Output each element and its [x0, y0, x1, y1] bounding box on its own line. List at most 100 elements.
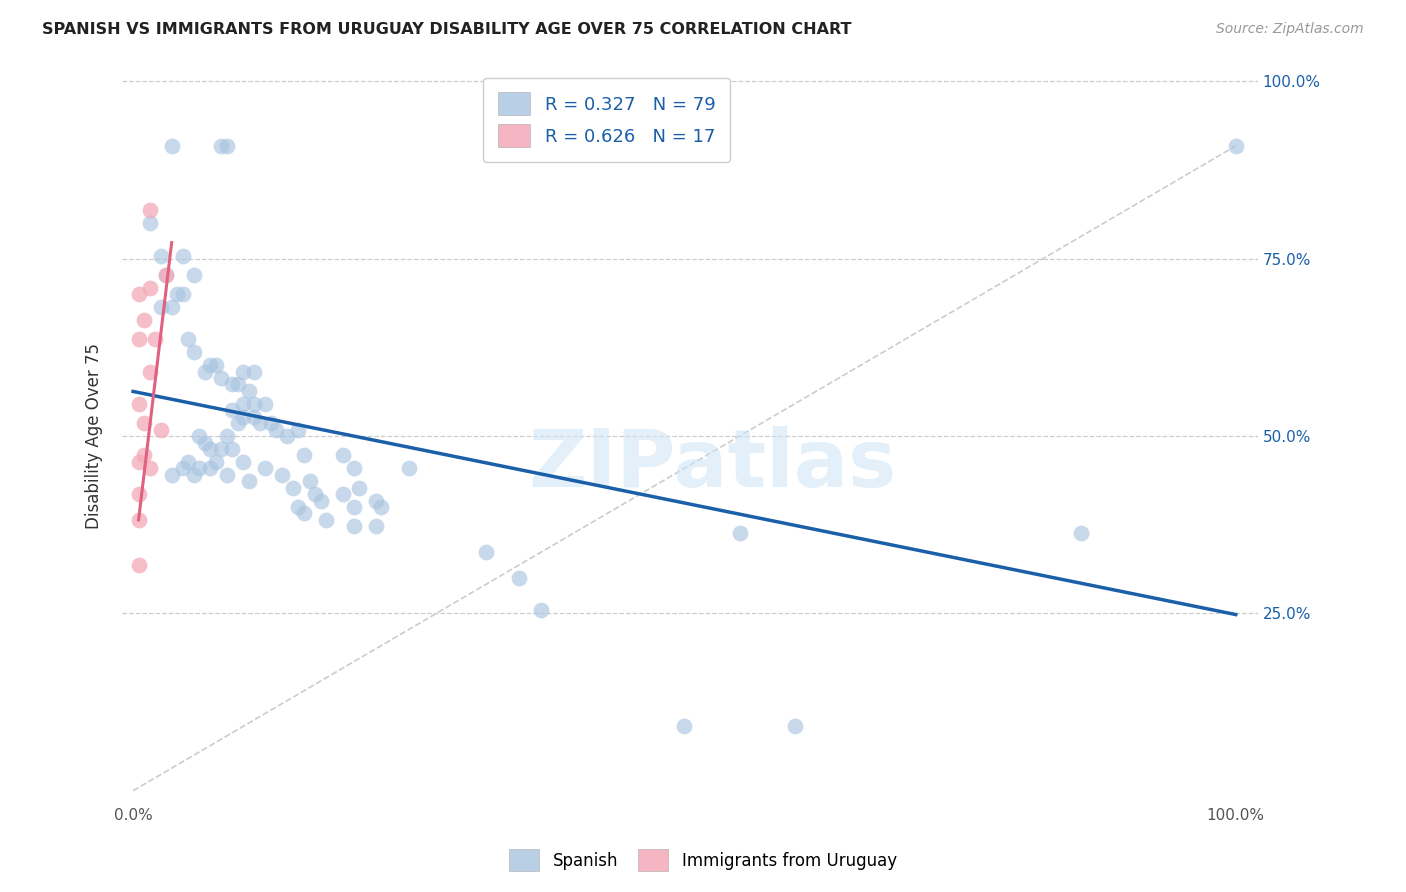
Point	[508, 571, 530, 585]
Point	[172, 461, 194, 475]
Point	[271, 467, 294, 482]
Point	[238, 474, 260, 488]
Point	[188, 429, 211, 443]
Point	[226, 377, 249, 392]
Point	[304, 487, 326, 501]
Point	[138, 216, 160, 230]
Point	[209, 139, 232, 153]
Point	[332, 487, 354, 501]
Point	[221, 403, 243, 417]
Point	[475, 545, 498, 559]
Point	[149, 300, 172, 314]
Text: ZIPatlas: ZIPatlas	[529, 426, 897, 505]
Point	[149, 423, 172, 437]
Point	[728, 525, 751, 540]
Point	[204, 358, 226, 372]
Point	[160, 300, 183, 314]
Point	[209, 442, 232, 456]
Point	[128, 455, 150, 469]
Point	[232, 365, 254, 379]
Point	[232, 409, 254, 424]
Point	[183, 467, 205, 482]
Point	[292, 449, 315, 463]
Point	[160, 139, 183, 153]
Text: Source: ZipAtlas.com: Source: ZipAtlas.com	[1216, 22, 1364, 37]
Point	[149, 248, 172, 262]
Legend: Spanish, Immigrants from Uruguay: Spanish, Immigrants from Uruguay	[501, 841, 905, 880]
Point	[298, 474, 321, 488]
Point	[315, 513, 337, 527]
Text: SPANISH VS IMMIGRANTS FROM URUGUAY DISABILITY AGE OVER 75 CORRELATION CHART: SPANISH VS IMMIGRANTS FROM URUGUAY DISAB…	[42, 22, 852, 37]
Point	[332, 449, 354, 463]
Point	[215, 467, 238, 482]
Point	[132, 416, 155, 430]
Point	[221, 377, 243, 392]
Point	[200, 358, 222, 372]
Point	[276, 429, 298, 443]
Point	[292, 507, 315, 521]
Point	[143, 332, 166, 346]
Point	[673, 719, 696, 733]
Point	[347, 481, 370, 495]
Point	[238, 384, 260, 398]
Point	[160, 467, 183, 482]
Point	[254, 397, 277, 411]
Point	[172, 248, 194, 262]
Point	[215, 429, 238, 443]
Point	[172, 287, 194, 301]
Point	[243, 365, 266, 379]
Point	[177, 455, 200, 469]
Point	[254, 461, 277, 475]
Point	[232, 455, 254, 469]
Legend: R = 0.327   N = 79, R = 0.626   N = 17: R = 0.327 N = 79, R = 0.626 N = 17	[484, 78, 730, 161]
Point	[266, 423, 288, 437]
Point	[281, 481, 304, 495]
Point	[209, 371, 232, 385]
Point	[204, 455, 226, 469]
Point	[200, 442, 222, 456]
Point	[128, 487, 150, 501]
Point	[226, 416, 249, 430]
Point	[200, 461, 222, 475]
Point	[783, 719, 806, 733]
Point	[155, 268, 177, 282]
Point	[188, 461, 211, 475]
Point	[128, 513, 150, 527]
Point	[183, 345, 205, 359]
Point	[132, 449, 155, 463]
Point	[128, 287, 150, 301]
Point	[364, 519, 387, 533]
Point	[138, 365, 160, 379]
Point	[343, 500, 366, 514]
Point	[138, 203, 160, 218]
Point	[215, 139, 238, 153]
Point	[287, 423, 309, 437]
Point	[309, 493, 332, 508]
Point	[243, 397, 266, 411]
Point	[194, 365, 217, 379]
Point	[128, 332, 150, 346]
Point	[155, 268, 177, 282]
Point	[221, 442, 243, 456]
Point	[260, 416, 283, 430]
Point	[232, 397, 254, 411]
Point	[343, 519, 366, 533]
Point	[287, 500, 309, 514]
Point	[1225, 139, 1247, 153]
Point	[128, 397, 150, 411]
Point	[183, 268, 205, 282]
Point	[398, 461, 420, 475]
Point	[370, 500, 392, 514]
Point	[128, 558, 150, 572]
Point	[1070, 525, 1092, 540]
Point	[243, 409, 266, 424]
Point	[249, 416, 271, 430]
Point	[530, 603, 553, 617]
Point	[132, 313, 155, 327]
Point	[177, 332, 200, 346]
Point	[343, 461, 366, 475]
Y-axis label: Disability Age Over 75: Disability Age Over 75	[86, 343, 103, 529]
Point	[364, 493, 387, 508]
Point	[194, 435, 217, 450]
Point	[166, 287, 188, 301]
